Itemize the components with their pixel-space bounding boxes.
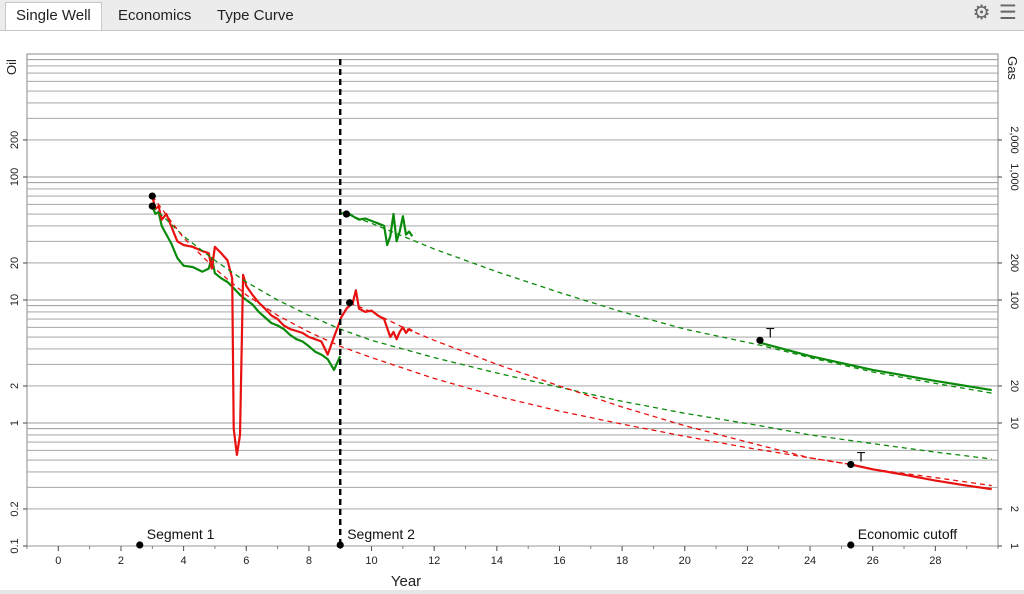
data-point	[847, 460, 855, 469]
left-tick-label: 0.2	[9, 501, 21, 516]
bottom-bar	[0, 590, 1024, 594]
x-tick-label: 24	[804, 555, 816, 567]
annotation-dot	[136, 541, 144, 549]
data-point	[342, 210, 351, 218]
right-tick-label: 20	[1008, 380, 1020, 392]
series-gas-forecast-segment-2	[346, 213, 992, 394]
tab-single-well[interactable]: Single Well	[5, 2, 102, 30]
series-gas-history-segment-1	[151, 205, 342, 371]
left-tick-label: 2	[9, 383, 21, 389]
annotation-dot	[847, 541, 855, 549]
left-tick-label: 100	[9, 168, 21, 186]
left-tick-label: 20	[9, 257, 21, 269]
right-axis-title: Gas	[1005, 56, 1020, 80]
x-tick-label: 26	[867, 555, 879, 567]
x-tick-label: 22	[741, 555, 753, 567]
tab-bar: Single Well Economics Type Curve ⚙ ☰	[0, 0, 1024, 31]
right-tick-label: 2	[1008, 506, 1020, 512]
tab-economics[interactable]: Economics	[118, 7, 192, 24]
data-point	[346, 299, 354, 307]
series-gas-economic-tail	[759, 341, 992, 392]
right-tick-label: 100	[1008, 291, 1020, 309]
left-tick-label: 200	[9, 131, 21, 149]
tab-type-curve[interactable]: Type Curve	[217, 7, 294, 24]
x-tick-label: 6	[243, 555, 249, 567]
x-tick-label: 2	[118, 555, 124, 567]
series-oil-history-segment-2	[339, 289, 413, 341]
annotation-label: Economic cutoff	[858, 526, 957, 542]
x-axis-title: Year	[391, 573, 421, 590]
right-tick-label: 200	[1008, 254, 1020, 272]
x-tick-label: 8	[306, 555, 312, 567]
left-tick-label: 0.1	[9, 538, 21, 553]
data-point	[756, 336, 764, 344]
x-tick-label: 18	[616, 555, 628, 567]
data-point	[148, 192, 156, 200]
decline-curve-chart[interactable]: 0 2 4 6 8 10 12 14 16 18 20 22 24 26 280.10.2121020100…	[0, 31, 1024, 591]
x-tick-label: 14	[491, 555, 503, 567]
gear-icon[interactable]: ⚙	[972, 2, 991, 24]
series-oil-forecast-segment-2	[349, 302, 851, 466]
series-oil-economic-tail	[850, 463, 992, 491]
x-tick-label: 4	[181, 555, 187, 567]
data-point	[148, 202, 156, 210]
left-tick-label: 1	[9, 420, 21, 426]
annotation-dot	[336, 541, 344, 549]
t-marker-label: T	[857, 448, 866, 464]
x-tick-label: 10	[365, 555, 377, 567]
left-tick-label: 10	[9, 294, 21, 306]
hamburger-menu-icon[interactable]: ☰	[999, 2, 1017, 24]
x-tick-label: 16	[553, 555, 565, 567]
x-tick-label: 12	[428, 555, 440, 567]
right-tick-label: 1,000	[1008, 163, 1020, 191]
series-oil-history-segment-1	[151, 195, 342, 456]
t-marker-label: T	[766, 324, 775, 340]
annotation-label: Segment 1	[147, 526, 215, 542]
toolbar: ⚙ ☰	[970, 2, 1018, 26]
right-tick-label: 1	[1008, 543, 1020, 549]
annotation-label: Segment 2	[347, 526, 415, 542]
x-tick-label: 20	[679, 555, 691, 567]
right-tick-label: 10	[1008, 417, 1020, 429]
right-tick-label: 2,000	[1008, 126, 1020, 154]
x-tick-label: 0	[55, 555, 61, 567]
left-axis-title: Oil	[4, 59, 19, 75]
x-tick-label: 28	[929, 555, 941, 567]
